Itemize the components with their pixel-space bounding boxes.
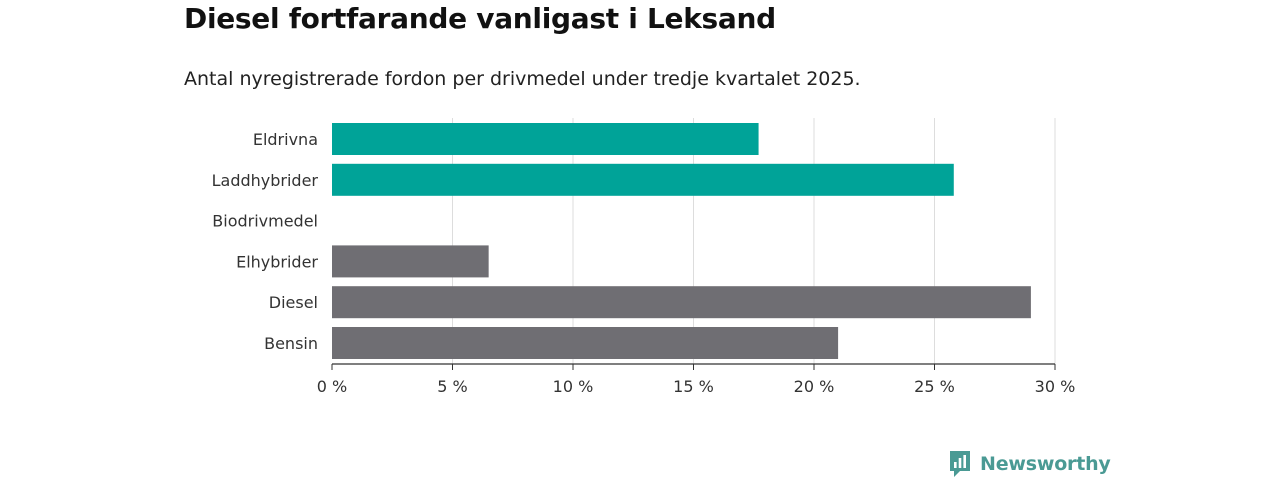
bars xyxy=(332,123,1031,359)
category-label: Biodrivmedel xyxy=(212,212,318,231)
newsworthy-logo-icon xyxy=(950,451,970,477)
x-tick-label: 10 % xyxy=(553,377,594,396)
newsworthy-brand: Newsworthy xyxy=(948,450,1111,478)
x-tick-label: 30 % xyxy=(1035,377,1076,396)
bar-laddhybrider xyxy=(332,163,954,196)
category-labels: Eldrivna Laddhybrider Biodrivmedel Elhybrid… xyxy=(212,130,319,353)
brand-name: Newsworthy xyxy=(980,453,1111,475)
x-tick-label: 5 % xyxy=(437,377,467,396)
category-label: Bensin xyxy=(264,334,318,353)
category-label: Elhybrider xyxy=(236,252,318,271)
chart-subtitle: Antal nyregistrerade fordon per drivmede… xyxy=(184,68,861,90)
bar-diesel xyxy=(332,286,1031,319)
x-tick-label: 0 % xyxy=(317,377,347,396)
bar-bensin xyxy=(332,327,839,359)
x-tick-label: 20 % xyxy=(794,377,835,396)
category-label: Laddhybrider xyxy=(212,171,319,190)
category-label: Eldrivna xyxy=(253,130,318,149)
bar-eldrivna xyxy=(332,123,759,155)
category-label: Diesel xyxy=(269,293,318,312)
x-tick-label: 15 % xyxy=(673,377,714,396)
gridlines xyxy=(452,118,1056,364)
bar-elhybrider xyxy=(332,245,489,278)
x-axis: 0 % 5 % 10 % 15 % 20 % 25 % 30 % xyxy=(317,363,1076,396)
chart-title: Diesel fortfarande vanligast i Leksand xyxy=(184,2,776,35)
x-tick-label: 25 % xyxy=(914,377,955,396)
